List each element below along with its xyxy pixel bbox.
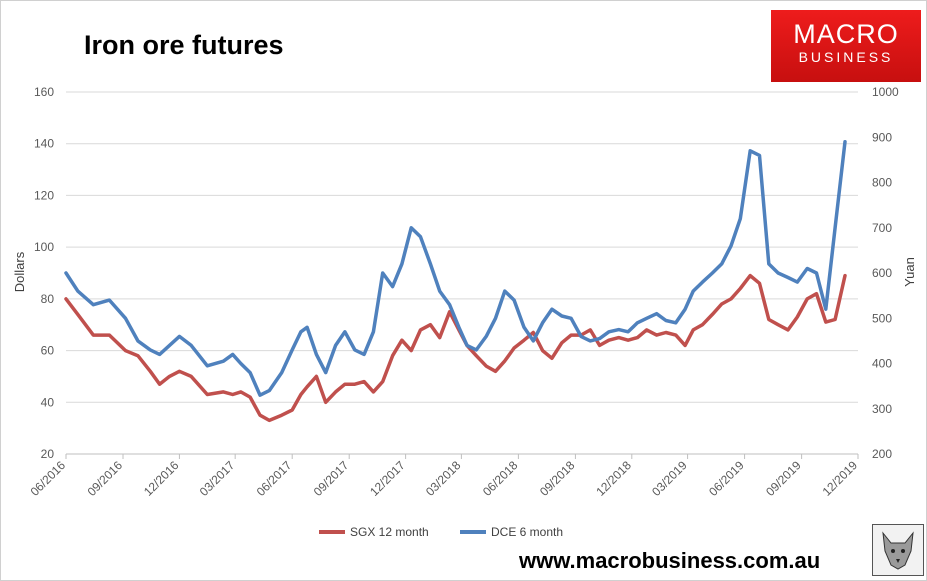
y-tick-label: 160 [34, 85, 54, 99]
x-tick-label: 12/2017 [367, 458, 408, 499]
gridlines [66, 91, 858, 455]
left-axis-ticks: 20 40 60 80 100 120 140 160 [34, 85, 54, 461]
x-tick-label: 03/2018 [423, 458, 464, 499]
series-line-sgx [64, 273, 847, 423]
y-axis-label: Dollars [12, 251, 27, 292]
x-tick-label: 09/2018 [537, 458, 578, 499]
series-lines [64, 140, 847, 423]
x-tick-label: 06/2016 [28, 458, 69, 499]
chart-title: Iron ore futures [84, 30, 284, 60]
y-tick-label: 100 [34, 240, 54, 254]
brand-logo-line1: MACRO [793, 19, 899, 49]
x-axis-ticks: 06/2016 09/2016 12/2016 03/2017 06/2017 09/20… [28, 454, 861, 499]
wolf-logo-icon [872, 524, 924, 576]
x-tick-label: 06/2017 [254, 458, 295, 499]
y2-tick-label: 900 [872, 130, 892, 144]
x-tick-label: 03/2017 [197, 458, 238, 499]
y2-tick-label: 300 [872, 402, 892, 416]
x-tick-label: 06/2019 [706, 458, 747, 499]
legend-label-sgx: SGX 12 month [350, 525, 429, 539]
x-tick-label: 12/2016 [141, 458, 182, 499]
x-tick-label: 09/2016 [85, 458, 126, 499]
series-line-dce [64, 140, 847, 397]
y-tick-label: 40 [41, 395, 55, 409]
y-tick-label: 60 [41, 344, 55, 358]
y2-tick-label: 200 [872, 447, 892, 461]
legend-label-dce: DCE 6 month [491, 525, 563, 539]
y2-tick-label: 600 [872, 266, 892, 280]
y-tick-label: 120 [34, 188, 54, 202]
y-tick-label: 80 [41, 292, 55, 306]
brand-logo-line2: BUSINESS [798, 49, 894, 65]
y2-tick-label: 800 [872, 176, 892, 190]
y-tick-label: 140 [34, 137, 54, 151]
right-axis-ticks: 200 300 400 500 600 700 800 900 1000 [872, 85, 899, 461]
x-tick-label: 09/2017 [311, 458, 352, 499]
x-tick-label: 12/2019 [820, 458, 861, 499]
x-tick-label: 09/2019 [763, 458, 804, 499]
x-tick-label: 12/2018 [593, 458, 634, 499]
legend: SGX 12 month DCE 6 month [319, 525, 563, 539]
x-tick-label: 06/2018 [480, 458, 521, 499]
website-url: www.macrobusiness.com.au [519, 548, 821, 573]
x-tick-label: 03/2019 [649, 458, 690, 499]
y2-tick-label: 500 [872, 311, 892, 325]
y2-axis-label: Yuan [902, 257, 917, 287]
y2-tick-label: 1000 [872, 85, 899, 99]
y2-tick-label: 400 [872, 357, 892, 371]
brand-logo: MACRO BUSINESS [771, 10, 921, 82]
y2-tick-label: 700 [872, 221, 892, 235]
y-tick-label: 20 [41, 447, 55, 461]
